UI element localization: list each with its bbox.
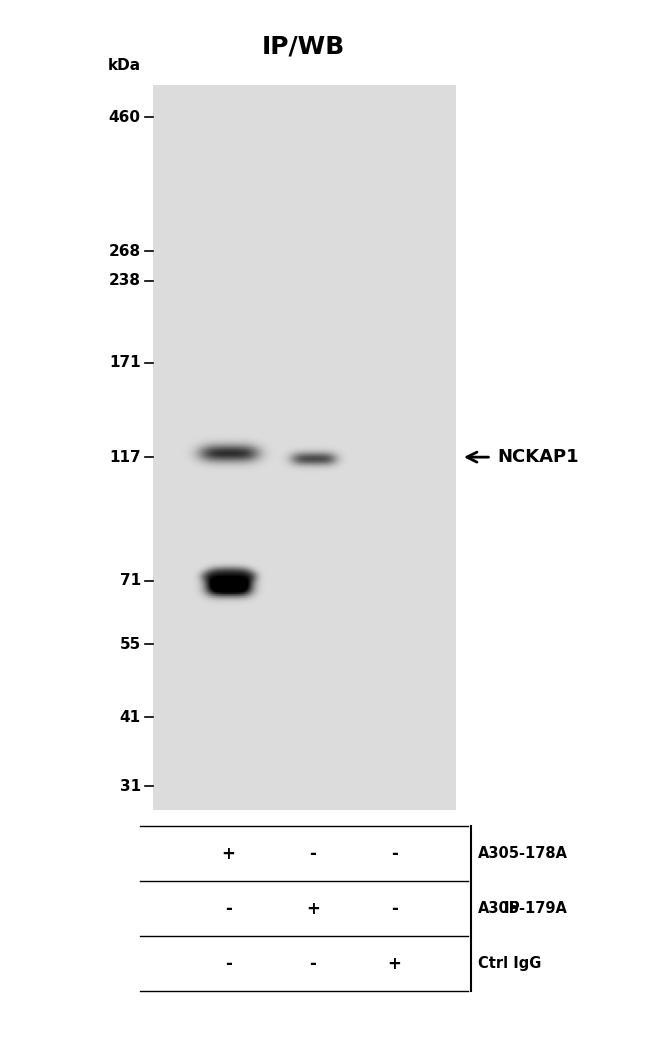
Text: -: - [225, 900, 232, 917]
Text: +: + [222, 845, 235, 862]
Text: 460: 460 [109, 110, 140, 125]
Text: IP: IP [504, 901, 521, 916]
Text: -: - [225, 955, 232, 972]
Text: Ctrl IgG: Ctrl IgG [478, 956, 541, 971]
Text: +: + [387, 955, 402, 972]
Text: 41: 41 [120, 710, 140, 724]
Text: -: - [309, 845, 317, 862]
Text: NCKAP1: NCKAP1 [497, 448, 579, 466]
Text: 71: 71 [120, 573, 140, 589]
Text: -: - [391, 900, 398, 917]
Text: 31: 31 [120, 779, 140, 794]
Text: +: + [306, 900, 320, 917]
Text: 117: 117 [109, 449, 140, 465]
Text: IP/WB: IP/WB [262, 34, 346, 58]
Text: -: - [309, 955, 317, 972]
Text: 55: 55 [120, 636, 140, 651]
Text: A305-178A: A305-178A [478, 846, 567, 861]
Text: 171: 171 [109, 356, 140, 371]
Text: -: - [391, 845, 398, 862]
Text: 268: 268 [109, 244, 140, 259]
Text: kDa: kDa [107, 58, 140, 73]
Text: A305-179A: A305-179A [478, 901, 567, 916]
Text: 238: 238 [109, 273, 140, 288]
